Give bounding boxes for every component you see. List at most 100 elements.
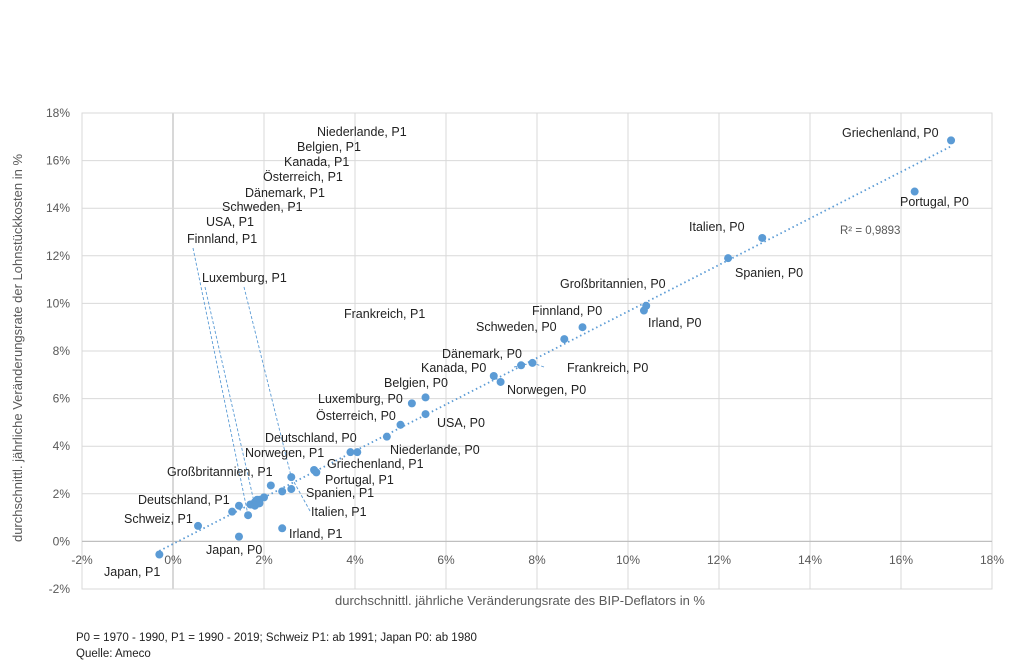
label-irland-p1: Irland, P1 <box>289 527 343 541</box>
leader-lines <box>192 247 545 516</box>
label-spanien-p0: Spanien, P0 <box>735 266 803 280</box>
y-tick-label: 12% <box>46 249 70 263</box>
x-tick-label: 16% <box>889 553 913 567</box>
point-japan-p1 <box>155 550 164 559</box>
y-tick-label: 2% <box>53 487 71 501</box>
label-frankreich-p0: Frankreich, P0 <box>567 361 648 375</box>
label-niederlande-p0: Niederlande, P0 <box>390 443 480 457</box>
label-spanien-p1: Spanien, P1 <box>306 486 374 500</box>
x-tick-label: 0% <box>164 553 182 567</box>
point-norwegen-p0 <box>496 377 505 386</box>
point-japan-p0 <box>234 532 243 541</box>
footnote-periods: P0 = 1970 - 1990, P1 = 1990 - 2019; Schw… <box>76 632 477 644</box>
point-deutschland-p0 <box>382 432 391 441</box>
point-italien-p0 <box>758 233 767 242</box>
label-belgien-p0: Belgien, P0 <box>384 376 448 390</box>
label-luxemburg-p0: Luxemburg, P0 <box>318 392 403 406</box>
label-oesterreich-p1: Österreich, P1 <box>263 170 343 184</box>
label-niederlande-p1: Niederlande, P1 <box>317 125 407 139</box>
label-portugal-p0: Portugal, P0 <box>900 195 969 209</box>
label-schweiz-p1: Schweiz, P1 <box>124 512 193 526</box>
point-norwegen-p1 <box>278 487 287 496</box>
y-tick-label: 16% <box>46 154 70 168</box>
label-japan-p0: Japan, P0 <box>206 543 262 557</box>
point-oesterreich-p0 <box>396 420 405 429</box>
point-finnland-p1 <box>244 511 253 520</box>
point-schweiz <box>194 521 203 530</box>
y-tick-label: 14% <box>46 201 70 215</box>
point-daenemark-p0 <box>517 361 526 370</box>
label-luxemburg-p1: Luxemburg, P1 <box>202 271 287 285</box>
label-daenemark-p0: Dänemark, P0 <box>442 347 522 361</box>
point-portugal-p0 <box>910 187 919 196</box>
x-tick-label: 18% <box>980 553 1004 567</box>
point-niederlande-p0 <box>353 448 362 457</box>
label-finnland-p1: Finnland, P1 <box>187 232 257 246</box>
y-tick-label: 10% <box>46 296 70 310</box>
footnote: P0 = 1970 - 1990, P1 = 1990 - 2019; Schw… <box>76 630 477 662</box>
label-norwegen-p1: Norwegen, P1 <box>245 446 324 460</box>
x-axis-title: durchschnittl. jährliche Veränderungsrat… <box>335 593 705 608</box>
label-daenemark-p1: Dänemark, P1 <box>245 186 325 200</box>
point-griechenland-p1 <box>346 448 355 457</box>
point-irland-p1 <box>278 524 287 533</box>
point-frankreich-p0 <box>528 358 537 367</box>
y-tick-label: -2% <box>49 582 71 596</box>
trendline: R² = 0,9893 <box>158 145 952 552</box>
grid-lines <box>81 112 993 590</box>
label-kanada-p1: Kanada, P1 <box>284 155 349 169</box>
point-labels: Griechenland, P0 Portugal, P0 Italien, P0 S… <box>104 125 969 579</box>
point-usa-p0 <box>421 410 430 419</box>
point-griechenland-p0 <box>947 136 956 145</box>
point-irland-p0 <box>639 306 648 315</box>
leader-italien-p1 <box>290 476 311 512</box>
point-spanien-p1 <box>312 468 321 477</box>
label-japan-p1: Japan, P1 <box>104 565 160 579</box>
footnote-source: Quelle: Ameco <box>76 648 151 660</box>
x-tick-label: 8% <box>528 553 546 567</box>
data-points <box>155 136 956 559</box>
y-tick-label: 8% <box>53 344 71 358</box>
y-tick-label: 6% <box>53 392 71 406</box>
label-kanada-p0: Kanada, P0 <box>421 361 486 375</box>
point-schweden-p0 <box>560 335 569 344</box>
x-tick-label: 2% <box>255 553 273 567</box>
label-portugal-p1: Portugal, P1 <box>325 473 394 487</box>
y-tick-label: 4% <box>53 439 71 453</box>
label-belgien-p1: Belgien, P1 <box>297 140 361 154</box>
label-frankreich-p1: Frankreich, P1 <box>344 307 425 321</box>
y-axis-title: durchschnittl. jährliche Veränderungsrat… <box>10 154 25 542</box>
label-finnland-p0: Finnland, P0 <box>532 304 602 318</box>
point-kanada-p0 <box>489 371 498 380</box>
point-spanien-p0 <box>724 254 733 263</box>
label-grossbritannien-p1: Großbritannien, P1 <box>167 465 273 479</box>
label-norwegen-p0: Norwegen, P0 <box>507 383 586 397</box>
point-grossbritannien-p1 <box>266 481 275 490</box>
axes: -2% 0% 2% 4% 6% 8% 10% 12% 14% 16% 18%-2%0%2%4%6%8… <box>46 106 1004 596</box>
label-schweden-p1: Schweden, P1 <box>222 200 303 214</box>
point-italien-p1 <box>287 473 296 482</box>
label-usa-p0: USA, P0 <box>437 416 485 430</box>
label-italien-p0: Italien, P0 <box>689 220 745 234</box>
x-tick-label: 4% <box>346 553 364 567</box>
label-griechenland-p1: Griechenland, P1 <box>327 457 424 471</box>
label-schweden-p0: Schweden, P0 <box>476 320 557 334</box>
r-squared-label: R² = 0,9893 <box>840 225 900 237</box>
point-schweiz-p1 <box>228 507 237 516</box>
x-tick-label: -2% <box>71 553 93 567</box>
y-tick-label: 0% <box>53 534 71 548</box>
point-luxemburg-p0 <box>407 399 416 408</box>
label-oesterreich-p0: Österreich, P0 <box>316 409 396 423</box>
leader-finnland-p1 <box>192 247 249 516</box>
label-italien-p1: Italien, P1 <box>311 505 367 519</box>
x-tick-label: 10% <box>616 553 640 567</box>
x-tick-label: 12% <box>707 553 731 567</box>
point-frankreich-p1 <box>287 485 296 494</box>
point-belgien-p0 <box>421 393 430 402</box>
label-usa-p1: USA, P1 <box>206 215 254 229</box>
x-tick-label: 6% <box>437 553 455 567</box>
label-deutschland-p0: Deutschland, P0 <box>265 431 357 445</box>
point-deutschland-p1 <box>234 501 243 510</box>
label-irland-p0: Irland, P0 <box>648 316 702 330</box>
